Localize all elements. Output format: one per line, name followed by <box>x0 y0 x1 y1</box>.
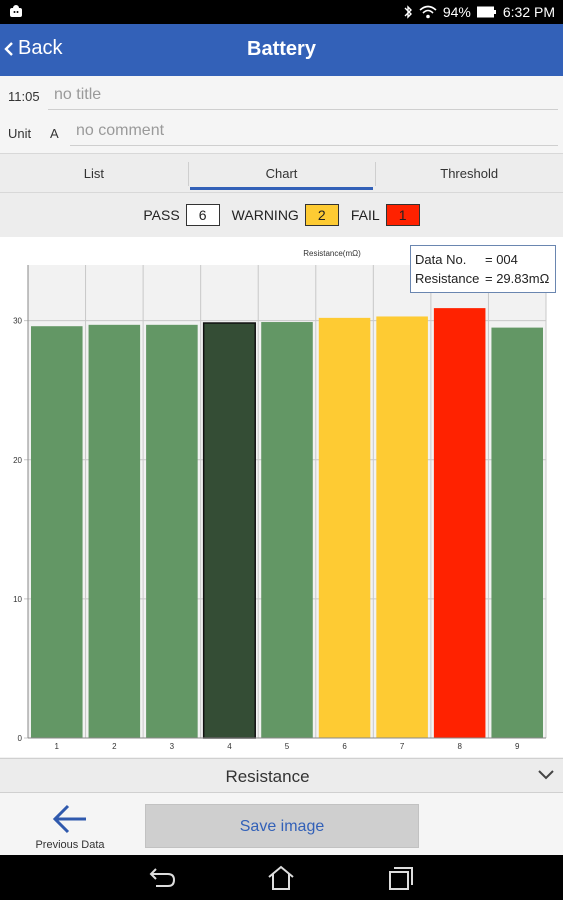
x-tick-label: 4 <box>227 742 232 751</box>
title-input[interactable]: no title <box>48 82 558 110</box>
comment-row: Unit A no comment <box>0 114 563 152</box>
x-tick-label: 6 <box>342 742 347 751</box>
x-tick-label: 3 <box>170 742 175 751</box>
x-tick-label: 9 <box>515 742 520 751</box>
bar-6 <box>318 317 371 738</box>
bar-chart: 0 10 20 30 1 2 3 4 5 6 7 8 9 Resistance(mΩ) <box>13 249 547 751</box>
y-tick-label: 30 <box>13 317 22 326</box>
bar-8 <box>433 308 486 738</box>
bar-3 <box>146 324 198 738</box>
chevron-down-icon <box>538 770 554 780</box>
status-right: 94% 6:32 PM <box>403 4 555 20</box>
tooltip-resistance-label: Resistance <box>415 271 480 286</box>
recents-nav-icon[interactable] <box>387 865 415 891</box>
bar-7 <box>376 316 428 738</box>
x-tick-label: 2 <box>112 742 117 751</box>
result-counts: PASS 6 WARNING 2 FAIL 1 <box>0 193 563 237</box>
parameter-select-value: Resistance <box>225 767 310 786</box>
pass-count: 6 <box>185 204 220 226</box>
tab-threshold[interactable]: Threshold <box>375 154 563 192</box>
android-debug-icon <box>10 5 22 17</box>
navigation-bar <box>0 855 563 900</box>
clock: 6:32 PM <box>502 4 555 20</box>
previous-data-button[interactable]: Previous Data <box>30 801 110 851</box>
unit-value: A <box>50 126 59 141</box>
bar-9 <box>491 327 543 738</box>
view-tabs: List Chart Threshold <box>0 153 563 193</box>
battery-icon <box>476 6 496 18</box>
bar-1 <box>31 326 83 738</box>
tab-chart[interactable]: Chart <box>187 154 376 192</box>
previous-data-label: Previous Data <box>35 839 105 851</box>
wifi-icon <box>419 5 437 19</box>
back-button[interactable]: Back <box>4 37 62 60</box>
comment-input[interactable]: no comment <box>70 118 558 146</box>
chevron-left-icon <box>4 41 13 56</box>
action-bar: Previous Data Save image <box>0 793 563 855</box>
app-bar: Back Battery <box>0 24 563 76</box>
warning-count: 2 <box>304 204 339 226</box>
x-tick-label: 8 <box>457 742 462 751</box>
y-tick-label: 0 <box>18 734 23 743</box>
data-tooltip: Data No. = 004 Resistance = 29.83mΩ <box>410 245 556 293</box>
warning-label: WARNING <box>231 207 299 223</box>
save-image-button[interactable]: Save image <box>145 804 419 848</box>
chart-title: Resistance(mΩ) <box>303 249 361 258</box>
measurement-info: 11:05 no title Unit A no comment <box>0 76 563 153</box>
x-tick-label: 5 <box>285 742 290 751</box>
status-bar: 94% 6:32 PM <box>0 0 563 24</box>
fail-count: 1 <box>385 204 420 226</box>
x-tick-label: 7 <box>400 742 405 751</box>
tab-list[interactable]: List <box>83 166 104 181</box>
title-row: 11:05 no title <box>0 76 563 114</box>
bar-5 <box>261 322 313 738</box>
bluetooth-icon <box>404 5 412 19</box>
tooltip-data-no-value: = 004 <box>485 252 518 267</box>
bar-2 <box>88 324 141 738</box>
back-label: Back <box>18 37 63 59</box>
time-label: 11:05 <box>8 89 40 104</box>
battery-percent: 94% <box>442 4 471 20</box>
x-tick-label: 1 <box>55 742 60 751</box>
parameter-select[interactable]: Resistance <box>0 758 563 793</box>
resistance-chart: 0 10 20 30 1 2 3 4 5 6 7 8 9 Resistance(mΩ) Data No. =… <box>0 237 563 757</box>
tooltip-data-no-label: Data No. <box>415 252 467 267</box>
page-title: Battery <box>247 38 316 60</box>
arrow-left-icon <box>52 804 86 834</box>
unit-label: Unit <box>8 126 32 141</box>
home-nav-icon[interactable] <box>267 865 295 891</box>
y-tick-label: 10 <box>13 595 22 604</box>
pass-label: PASS <box>143 207 180 223</box>
fail-label: FAIL <box>350 207 380 223</box>
tooltip-resistance-value: = 29.83mΩ <box>485 271 550 286</box>
bar-4 <box>202 322 256 739</box>
back-nav-icon[interactable] <box>148 865 176 889</box>
y-tick-label: 20 <box>13 456 22 465</box>
